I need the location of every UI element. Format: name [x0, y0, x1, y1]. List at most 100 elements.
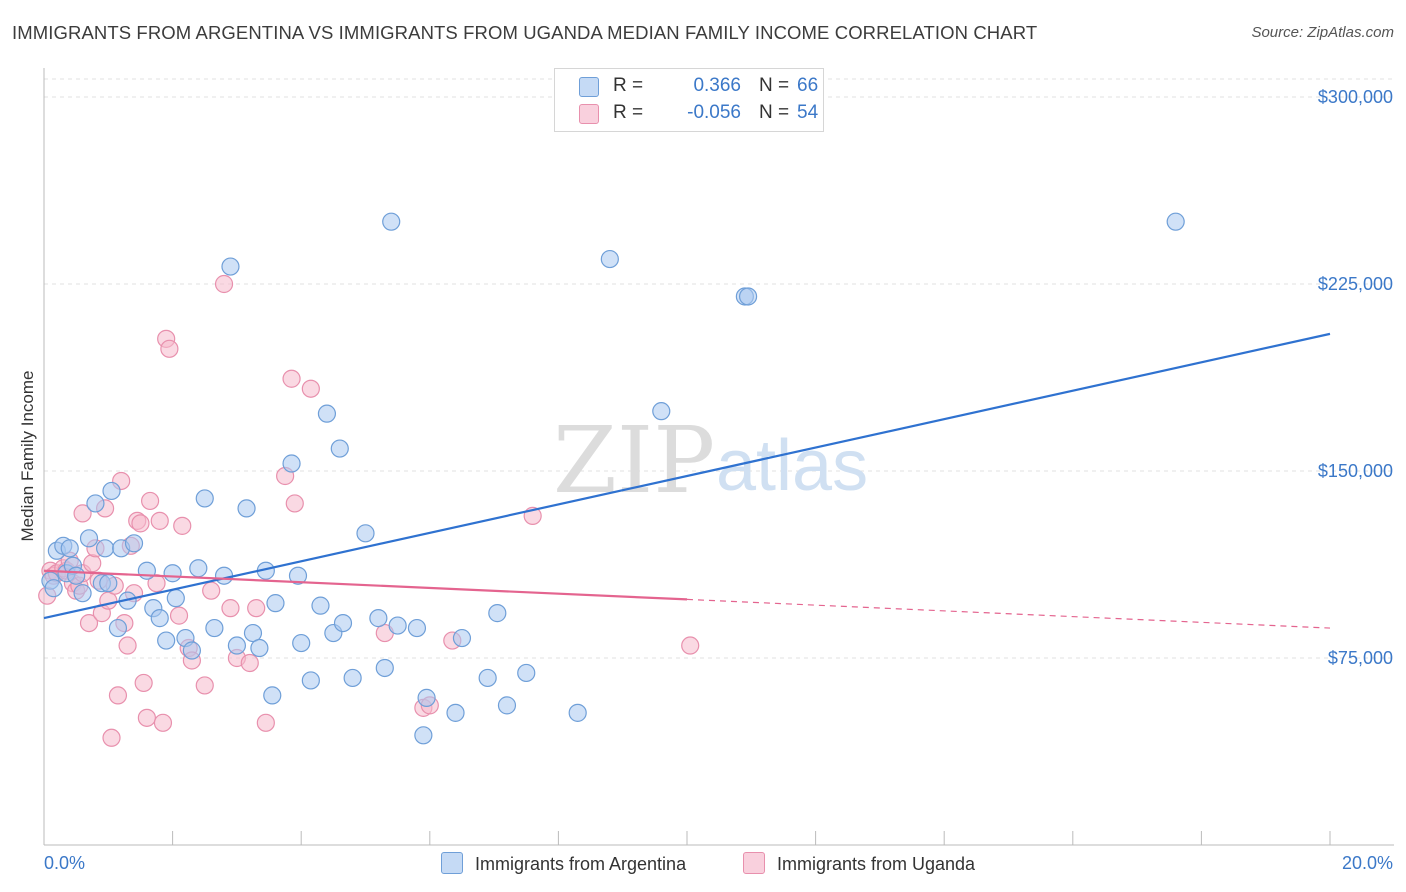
argentina-point — [388, 616, 407, 635]
uganda-point — [137, 708, 156, 727]
gridlines — [44, 78, 1394, 659]
series-legend-argentina: Immigrants from Argentina — [441, 852, 686, 875]
argentina-point — [330, 439, 349, 458]
uganda-point — [83, 554, 102, 573]
argentina-points — [41, 212, 1185, 745]
argentina-point — [237, 499, 256, 518]
argentina-point — [738, 287, 758, 306]
argentina-point — [79, 529, 99, 548]
argentina-point — [157, 631, 176, 650]
argentina-point — [343, 668, 362, 688]
argentina-point — [488, 604, 507, 623]
legend-r-value: 0.366 — [693, 75, 741, 96]
uganda-point — [108, 686, 128, 705]
argentina-point — [417, 688, 436, 707]
uganda-point — [681, 636, 700, 655]
series-name-uganda: Immigrants from Uganda — [777, 854, 976, 874]
argentina-point — [452, 628, 472, 648]
argentina-point — [333, 613, 353, 633]
argentina-point — [382, 212, 401, 231]
argentina-point — [227, 636, 246, 655]
argentina-point — [356, 524, 375, 543]
watermark-atlas: atlas — [716, 426, 868, 506]
argentina-point — [163, 564, 182, 583]
argentina-point — [292, 633, 311, 653]
legend-n-value: 54 — [797, 102, 819, 123]
argentina-point — [221, 257, 240, 276]
uganda-point — [153, 713, 173, 732]
argentina-point — [375, 658, 394, 678]
argentina-point — [99, 574, 118, 593]
uganda-trend-line — [43, 569, 688, 601]
argentina-point — [108, 618, 128, 638]
argentina-point — [311, 596, 330, 615]
trend-lines — [43, 332, 1331, 629]
argentina-point — [478, 668, 497, 688]
argentina-point — [214, 566, 234, 585]
argentina-point — [44, 579, 63, 598]
argentina-point — [73, 584, 92, 603]
legend-swatch-argentina — [579, 77, 599, 97]
legend-swatch-uganda — [579, 104, 599, 124]
uganda-point — [221, 599, 240, 618]
argentina-point — [407, 618, 427, 638]
argentina-point — [86, 494, 105, 513]
uganda-point — [140, 491, 160, 511]
argentina-point — [282, 454, 301, 473]
series-legend-uganda: Immigrants from Uganda — [743, 852, 975, 875]
argentina-point — [95, 539, 115, 558]
legend-r-label: R = — [613, 102, 644, 123]
argentina-point — [243, 623, 263, 643]
series-name-argentina: Immigrants from Argentina — [475, 854, 687, 874]
uganda-point — [173, 516, 192, 535]
uganda-point — [134, 673, 153, 693]
uganda-point — [256, 713, 275, 732]
argentina-point — [205, 618, 224, 638]
uganda-point — [169, 606, 189, 625]
argentina-point — [195, 489, 214, 508]
uganda-point — [150, 511, 169, 530]
argentina-point — [182, 641, 201, 660]
y-tick-label: $75,000 — [1328, 648, 1393, 668]
argentina-point — [102, 481, 121, 501]
argentina-point — [497, 696, 517, 715]
y-axis-label: Median Family Income — [18, 370, 37, 541]
uganda-point — [102, 728, 121, 747]
argentina-point — [600, 249, 619, 269]
argentina-point — [414, 726, 433, 745]
y-axis-tick-labels: $75,000 $150,000 $225,000 $300,000 — [1318, 87, 1393, 668]
argentina-point — [124, 534, 144, 553]
argentina-point — [446, 703, 465, 722]
argentina-point — [568, 703, 587, 722]
uganda-point — [282, 369, 301, 388]
uganda-point — [160, 339, 179, 358]
uganda-point — [240, 653, 259, 673]
legend-n-label: N = — [759, 102, 790, 123]
legend-r-label: R = — [613, 75, 644, 96]
axes — [43, 68, 1394, 846]
legend-n-label: N = — [759, 75, 790, 96]
x-tick-label-max: 20.0% — [1342, 853, 1393, 873]
argentina-point — [266, 594, 285, 613]
argentina-point — [150, 609, 169, 628]
legend-r-value: -0.056 — [687, 102, 741, 123]
uganda-point — [301, 379, 320, 398]
watermark-zip: ZIP — [553, 407, 715, 514]
argentina-point — [250, 638, 269, 658]
argentina-point — [60, 539, 79, 558]
uganda-point — [79, 613, 99, 633]
argentina-point — [369, 609, 388, 628]
x-tick-label-min: 0.0% — [44, 853, 85, 873]
y-tick-label: $225,000 — [1318, 274, 1393, 294]
series-swatch-argentina — [441, 852, 463, 874]
argentina-trend-line — [43, 332, 1331, 620]
argentina-point — [301, 671, 320, 690]
y-tick-label: $300,000 — [1318, 87, 1393, 107]
y-tick-label: $150,000 — [1318, 461, 1393, 481]
uganda-point — [118, 636, 137, 655]
correlation-legend: R = 0.366 N = 66 R = -0.056 N = 54 — [554, 68, 824, 132]
uganda-point — [73, 504, 92, 523]
uganda-point — [285, 494, 304, 513]
argentina-point — [1166, 212, 1185, 231]
